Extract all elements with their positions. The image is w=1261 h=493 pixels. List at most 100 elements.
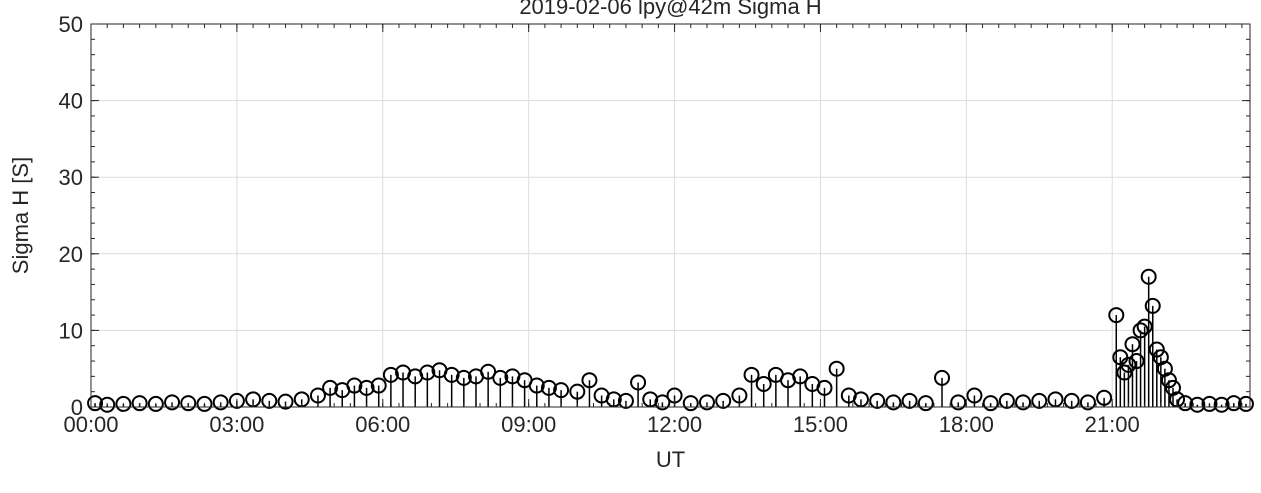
data-point	[99, 396, 116, 413]
data-point	[1189, 396, 1206, 413]
data-point	[1160, 372, 1177, 389]
data-point	[277, 393, 294, 410]
y-tick-label: 10	[59, 318, 83, 343]
data-point	[792, 368, 809, 385]
grid-lines	[90, 23, 1250, 408]
data-point	[1015, 394, 1032, 411]
data-point	[1225, 395, 1242, 412]
data-point	[828, 360, 845, 377]
data-point	[1201, 395, 1218, 412]
data-point	[998, 392, 1015, 409]
x-tick-label: 00:00	[63, 412, 118, 437]
data-point	[569, 383, 586, 400]
x-tick-label: 15:00	[793, 412, 848, 437]
data-point	[1108, 307, 1125, 324]
y-tick-label: 40	[59, 89, 83, 114]
data-point	[1213, 396, 1230, 413]
data-point	[642, 391, 659, 408]
data-point	[1096, 389, 1113, 406]
data-point	[131, 395, 148, 412]
data-point	[731, 387, 748, 404]
data-point	[869, 392, 886, 409]
data-point	[1237, 395, 1254, 412]
data-point	[540, 379, 557, 396]
data-point	[1148, 341, 1165, 358]
data-point	[1136, 318, 1153, 335]
axis-ticks	[90, 23, 1250, 408]
x-tick-labels: 00:00 03:00 06:00 09:00 12:00 15:00 18:00 21:00	[63, 412, 1139, 437]
data-point	[358, 379, 375, 396]
data-point	[816, 379, 833, 396]
data-point	[698, 394, 715, 411]
data-point	[682, 395, 699, 412]
data-point	[950, 394, 967, 411]
data-point	[1116, 364, 1133, 381]
data-point	[164, 394, 181, 411]
data-point	[1120, 356, 1137, 373]
data-point	[528, 377, 545, 394]
y-tick-label: 50	[59, 12, 83, 37]
data-point	[261, 392, 278, 409]
data-point	[228, 392, 245, 409]
data-point	[852, 391, 869, 408]
data-stems	[91, 276, 1250, 408]
data-markers	[87, 268, 1254, 413]
data-point	[419, 364, 436, 381]
data-point	[581, 372, 598, 389]
data-point	[885, 394, 902, 411]
x-tick-label: 09:00	[501, 412, 556, 437]
data-point	[982, 395, 999, 412]
data-point	[346, 377, 363, 394]
data-point	[1144, 297, 1161, 314]
y-tick-label: 20	[59, 242, 83, 267]
data-point	[443, 366, 460, 383]
data-point	[147, 395, 164, 412]
y-axis-label: Sigma H [S]	[8, 157, 33, 274]
data-point	[966, 387, 983, 404]
data-point	[654, 394, 671, 411]
data-point	[382, 366, 399, 383]
data-point	[934, 369, 951, 386]
data-point	[480, 363, 497, 380]
data-point	[1031, 392, 1048, 409]
data-point	[370, 377, 387, 394]
data-point	[617, 392, 634, 409]
y-tick-label: 0	[71, 395, 83, 420]
x-tick-label: 21:00	[1085, 412, 1140, 437]
data-point	[492, 369, 509, 386]
data-point	[115, 395, 132, 412]
x-axis-label: UT	[656, 447, 685, 472]
data-point	[1063, 392, 1080, 409]
data-point	[1079, 394, 1096, 411]
data-point	[1140, 268, 1157, 285]
data-point	[309, 387, 326, 404]
axes-box	[90, 23, 1251, 408]
x-tick-label: 03:00	[209, 412, 264, 437]
data-point	[1124, 336, 1141, 353]
data-point	[455, 369, 472, 386]
data-point	[1132, 322, 1149, 339]
data-point	[212, 394, 229, 411]
x-tick-label: 12:00	[647, 412, 702, 437]
chart-title: 2019-02-06 lpy@42m Sigma H	[519, 0, 821, 19]
data-point	[87, 395, 104, 412]
data-point	[1128, 353, 1145, 370]
y-tick-labels: 0 10 20 30 40 50	[59, 12, 83, 420]
data-point	[1177, 395, 1194, 412]
data-point	[605, 391, 622, 408]
data-point	[1047, 391, 1064, 408]
data-point	[755, 376, 772, 393]
data-point	[743, 366, 760, 383]
data-point	[715, 392, 732, 409]
data-point	[901, 392, 918, 409]
data-point	[630, 374, 647, 391]
data-point	[917, 395, 934, 412]
data-point	[196, 395, 213, 412]
data-point	[553, 382, 570, 399]
y-tick-label: 30	[59, 165, 83, 190]
data-point	[322, 379, 339, 396]
x-tick-label: 18:00	[939, 412, 994, 437]
data-point	[180, 395, 197, 412]
x-tick-label: 06:00	[355, 412, 410, 437]
